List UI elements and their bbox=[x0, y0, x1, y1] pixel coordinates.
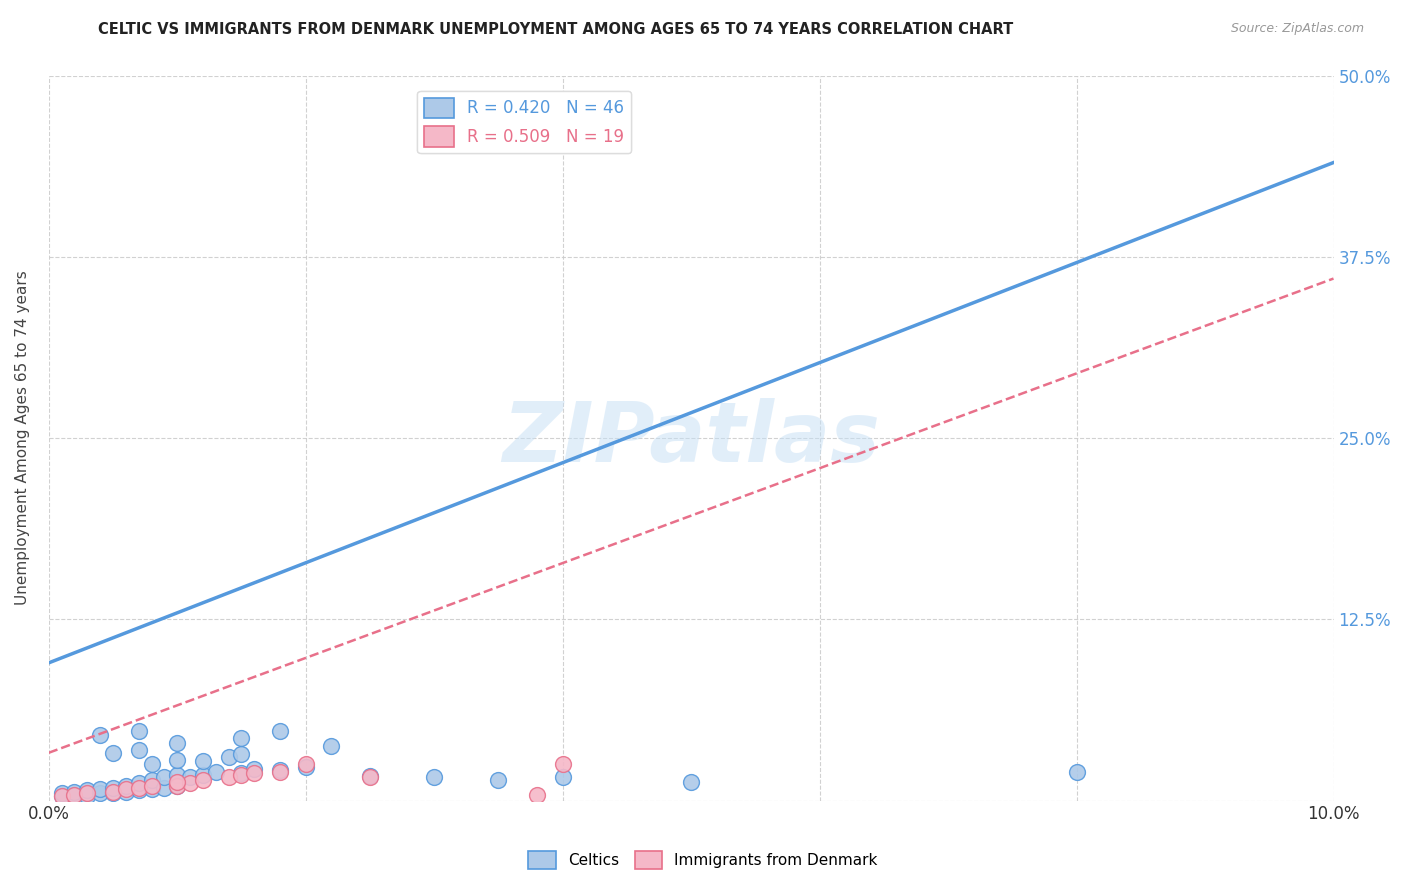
Point bbox=[179, 771, 201, 785]
Point bbox=[359, 771, 381, 785]
Point bbox=[269, 764, 291, 779]
Point bbox=[294, 760, 316, 774]
Point bbox=[231, 747, 253, 762]
Point bbox=[681, 774, 703, 789]
Y-axis label: Unemployment Among Ages 65 to 74 years: Unemployment Among Ages 65 to 74 years bbox=[15, 270, 30, 606]
Point bbox=[141, 782, 163, 797]
Point bbox=[128, 783, 150, 797]
Point bbox=[76, 789, 98, 804]
Point bbox=[128, 743, 150, 757]
Point bbox=[51, 786, 73, 800]
Point bbox=[551, 771, 574, 785]
Point bbox=[1066, 764, 1088, 779]
Point bbox=[294, 757, 316, 772]
Point bbox=[51, 789, 73, 804]
Point bbox=[101, 785, 124, 799]
Point bbox=[63, 785, 86, 799]
Point bbox=[153, 780, 176, 795]
Point bbox=[153, 771, 176, 785]
Point bbox=[218, 771, 240, 785]
Text: CELTIC VS IMMIGRANTS FROM DENMARK UNEMPLOYMENT AMONG AGES 65 TO 74 YEARS CORRELA: CELTIC VS IMMIGRANTS FROM DENMARK UNEMPL… bbox=[98, 22, 1014, 37]
Point bbox=[243, 762, 266, 776]
Point bbox=[231, 767, 253, 781]
Legend: Celtics, Immigrants from Denmark: Celtics, Immigrants from Denmark bbox=[522, 845, 884, 875]
Point bbox=[191, 755, 214, 769]
Point bbox=[114, 785, 136, 799]
Point bbox=[128, 776, 150, 790]
Point bbox=[166, 779, 188, 793]
Point bbox=[191, 767, 214, 781]
Point bbox=[89, 786, 111, 800]
Point bbox=[141, 757, 163, 772]
Point bbox=[63, 788, 86, 802]
Point bbox=[526, 788, 548, 802]
Point bbox=[166, 736, 188, 750]
Point bbox=[89, 728, 111, 742]
Point bbox=[166, 774, 188, 789]
Point bbox=[141, 779, 163, 793]
Point bbox=[423, 771, 446, 785]
Legend: R = 0.420   N = 46, R = 0.509   N = 19: R = 0.420 N = 46, R = 0.509 N = 19 bbox=[418, 91, 631, 153]
Point bbox=[101, 786, 124, 800]
Point bbox=[76, 783, 98, 797]
Text: Source: ZipAtlas.com: Source: ZipAtlas.com bbox=[1230, 22, 1364, 36]
Point bbox=[231, 731, 253, 746]
Point bbox=[321, 739, 343, 753]
Point bbox=[359, 769, 381, 783]
Point bbox=[179, 776, 201, 790]
Point bbox=[114, 782, 136, 797]
Point bbox=[551, 757, 574, 772]
Point bbox=[166, 753, 188, 767]
Point bbox=[128, 724, 150, 739]
Point bbox=[51, 789, 73, 804]
Text: ZIPatlas: ZIPatlas bbox=[502, 398, 880, 479]
Point bbox=[166, 779, 188, 793]
Point bbox=[231, 766, 253, 780]
Point bbox=[243, 766, 266, 780]
Point bbox=[114, 779, 136, 793]
Point bbox=[128, 780, 150, 795]
Point bbox=[76, 786, 98, 800]
Point bbox=[101, 780, 124, 795]
Point bbox=[486, 773, 509, 788]
Point bbox=[101, 746, 124, 760]
Point bbox=[218, 750, 240, 764]
Point bbox=[269, 724, 291, 739]
Point bbox=[141, 773, 163, 788]
Point bbox=[166, 767, 188, 781]
Point bbox=[89, 782, 111, 797]
Point bbox=[204, 764, 226, 779]
Point bbox=[269, 763, 291, 777]
Point bbox=[191, 773, 214, 788]
Point bbox=[63, 788, 86, 802]
